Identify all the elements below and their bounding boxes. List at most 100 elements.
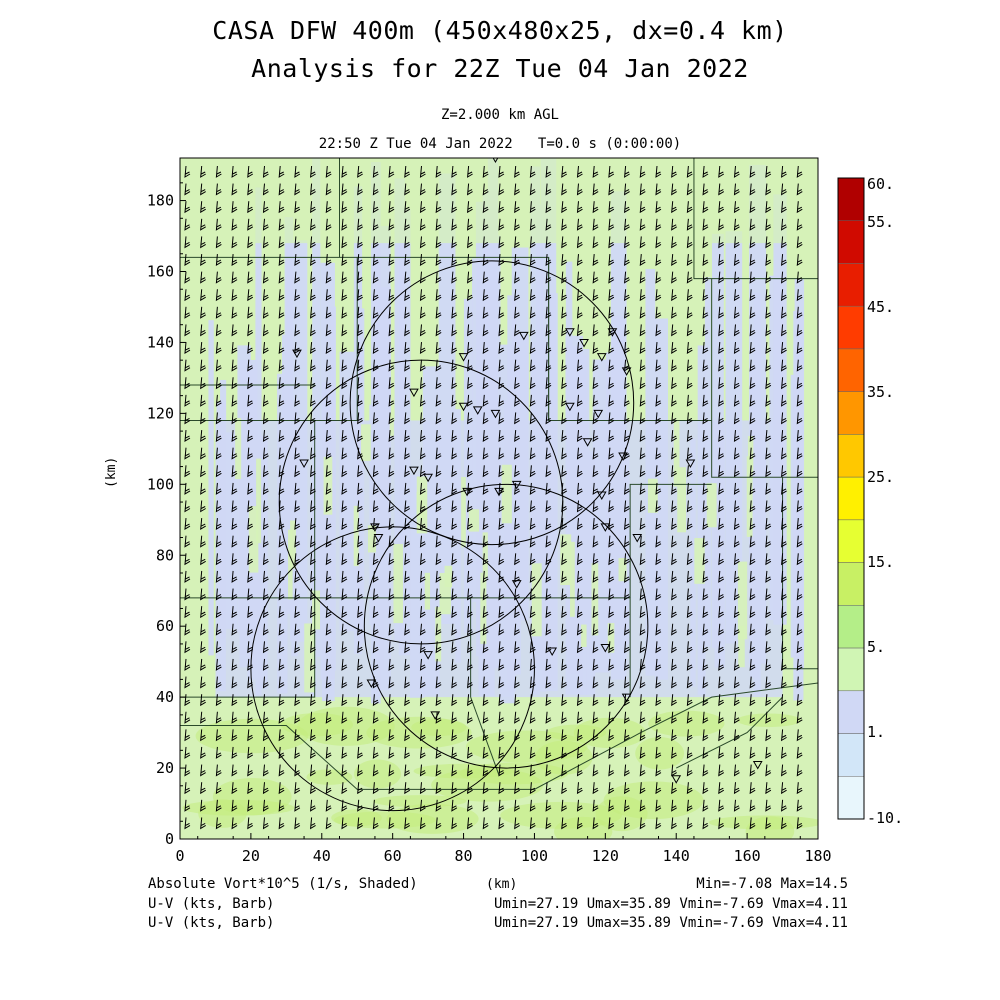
wind-barb: [529, 447, 536, 460]
wind-barb: [231, 465, 238, 478]
wind-barb: [357, 817, 363, 830]
wind-barb: [184, 729, 191, 742]
wind-barb: [514, 518, 520, 531]
wind-barb: [184, 658, 191, 671]
wind-barb: [592, 518, 599, 531]
wind-barb: [702, 324, 709, 337]
wind-barb: [733, 183, 740, 196]
wind-barb: [419, 764, 426, 777]
wind-barb: [262, 394, 269, 407]
wind-barb: [294, 606, 301, 619]
wind-barb: [388, 729, 395, 742]
wind-barb: [702, 535, 709, 548]
field-mid-streak: [353, 505, 359, 567]
wind-barb: [639, 500, 646, 513]
wind-barb: [608, 711, 615, 724]
wind-barb: [624, 465, 630, 478]
wind-barb: [592, 588, 599, 601]
wind-barb: [184, 746, 191, 759]
wind-barb: [435, 306, 442, 319]
wind-barb: [247, 553, 254, 566]
wind-barb: [702, 799, 709, 812]
wind-barb: [529, 394, 536, 407]
wind-barb: [184, 465, 191, 478]
wind-barb: [435, 553, 442, 566]
wind-barb: [576, 588, 583, 601]
wind-barb: [184, 782, 191, 795]
wind-barb: [592, 606, 599, 619]
wind-barb: [592, 394, 599, 407]
wind-barb: [671, 289, 677, 302]
wind-barb: [545, 218, 552, 231]
wind-barb: [608, 482, 615, 495]
wind-barb: [733, 764, 740, 777]
wind-barb: [608, 253, 615, 266]
wind-barb: [498, 658, 505, 671]
x-tick-label: 60: [384, 847, 402, 865]
wind-barb: [215, 482, 222, 495]
wind-barb: [576, 606, 583, 619]
wind-barb: [451, 535, 458, 548]
wind-barb: [310, 165, 316, 178]
wind-barb: [247, 570, 254, 583]
wind-barb: [231, 817, 238, 830]
field-low-streak: [208, 320, 214, 656]
wind-barb: [388, 289, 395, 302]
wind-barb: [749, 535, 756, 548]
wind-barb: [781, 342, 787, 354]
wind-barb: [576, 394, 583, 407]
wind-barb: [404, 570, 411, 583]
wind-barb: [231, 711, 238, 724]
wind-barb: [733, 711, 740, 724]
wind-barb: [655, 289, 662, 302]
wind-barb: [639, 306, 646, 319]
wind-barb: [467, 165, 473, 178]
wind-barb: [749, 324, 756, 337]
wind-barb: [278, 236, 285, 249]
wind-barb: [262, 165, 269, 178]
wind-barb: [451, 676, 458, 689]
wind-barb: [372, 729, 379, 742]
wind-barb: [341, 606, 348, 619]
wind-barb: [639, 799, 646, 812]
wind-barb: [451, 641, 458, 654]
wind-barb: [545, 447, 552, 460]
wind-barb: [341, 623, 348, 636]
wind-barb: [372, 412, 379, 425]
wind-barb: [262, 465, 269, 478]
wind-barb: [419, 782, 426, 795]
wind-barb: [718, 782, 725, 795]
wind-barb: [765, 553, 772, 566]
wind-barb: [278, 782, 285, 795]
wind-barb: [529, 482, 536, 495]
wind-barb: [686, 306, 693, 319]
field-mid-streak: [746, 456, 753, 537]
wind-barb: [200, 271, 206, 284]
wind-barb: [467, 764, 473, 777]
wind-barb: [325, 377, 332, 390]
wind-barb: [592, 535, 599, 548]
wind-barb: [231, 253, 238, 266]
wind-barb: [262, 729, 269, 742]
wind-barb: [278, 606, 285, 619]
wind-barb: [404, 430, 411, 443]
wind-barb: [765, 641, 772, 654]
wind-barb: [529, 606, 536, 619]
wind-barb: [215, 694, 222, 707]
wind-barb: [278, 711, 285, 724]
wind-barb: [781, 165, 787, 178]
wind-barb: [498, 535, 505, 548]
wind-barb: [231, 359, 238, 372]
wind-barb: [435, 430, 442, 443]
wind-barb: [733, 676, 740, 689]
field-mid-streak: [480, 572, 487, 644]
county-line: [470, 696, 500, 776]
wind-barb: [262, 218, 269, 231]
wind-barb: [765, 535, 772, 548]
wind-barb: [341, 588, 348, 601]
wind-barb: [608, 729, 615, 742]
wind-barb: [671, 447, 677, 460]
wind-barb: [357, 183, 363, 196]
wind-barb: [545, 236, 552, 249]
wind-barb: [404, 165, 411, 178]
